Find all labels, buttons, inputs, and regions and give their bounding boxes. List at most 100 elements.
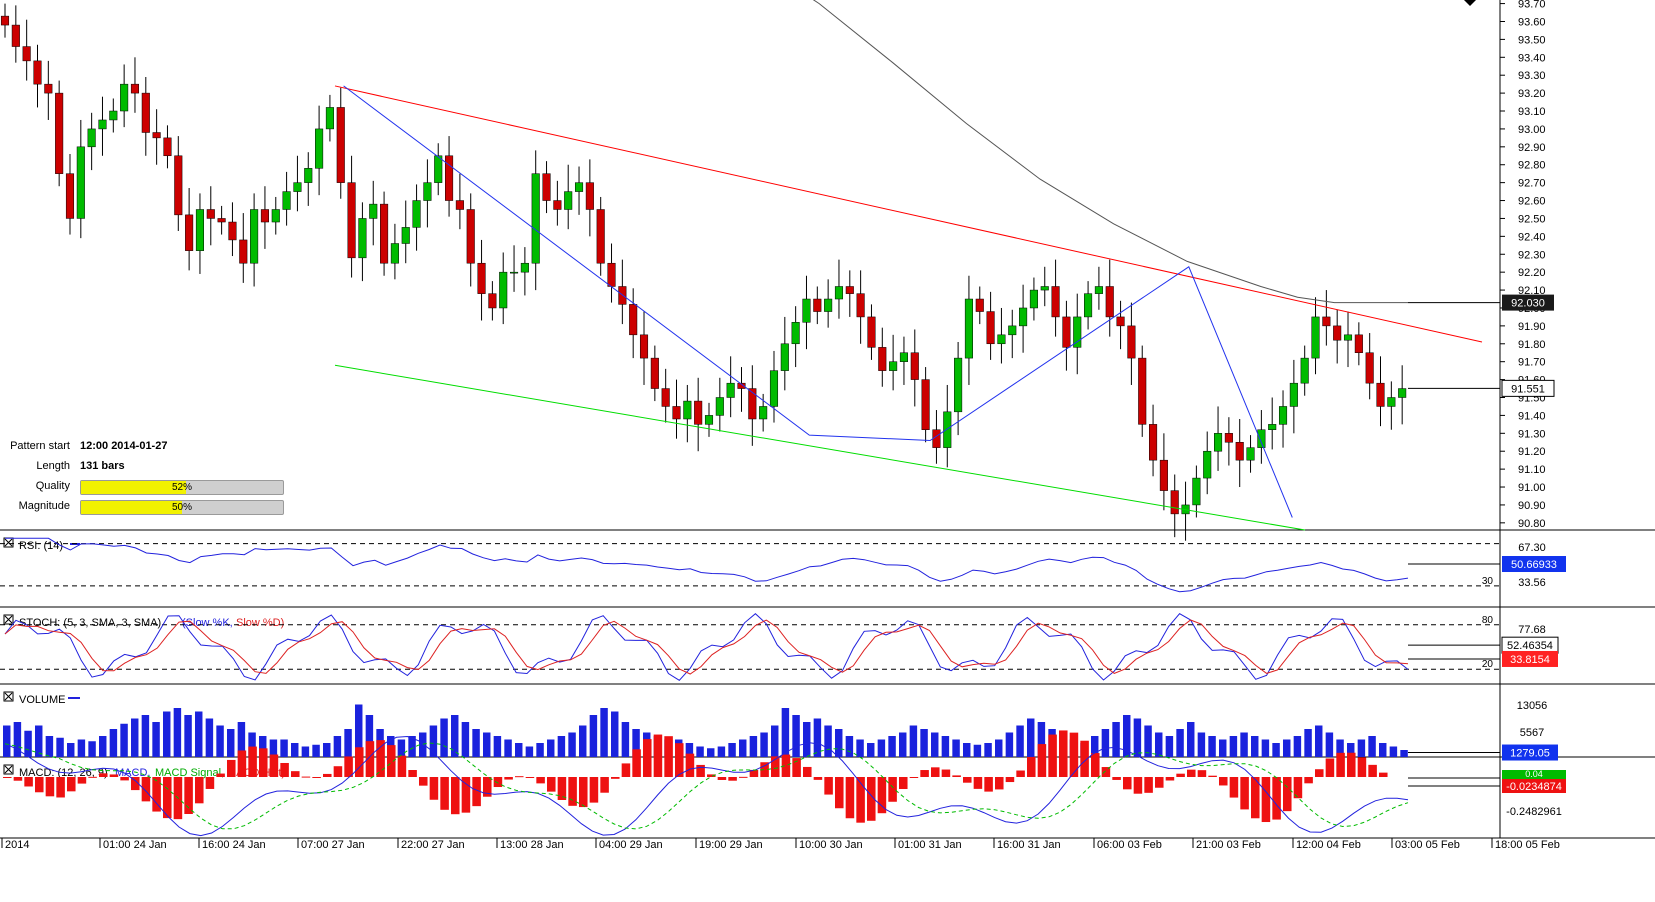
volume-bar	[600, 708, 608, 757]
macd-line	[4, 735, 1409, 837]
macd-signal-box	[1502, 770, 1566, 779]
price-tick-label: 92.90	[1518, 142, 1546, 154]
volume-bar	[1229, 736, 1238, 757]
volume-bar	[536, 743, 544, 757]
volume-bar	[67, 743, 75, 757]
macd-hist-bar	[1368, 764, 1377, 777]
bear-candle	[65, 173, 75, 219]
pattern-start-row: Pattern start 12:00 2014-01-27	[0, 437, 290, 455]
volume-bar	[280, 739, 288, 757]
rsi-title: RSI: (14)	[19, 540, 63, 552]
scroll-arrow-icon	[1464, 0, 1476, 6]
macd-hist-bar	[717, 777, 727, 780]
macd-hist-bar	[24, 777, 33, 787]
bull-candle	[250, 209, 259, 264]
channel-lower-line	[334, 364, 1306, 531]
macd-hist-bar	[984, 777, 993, 792]
macd-hist-bar	[792, 758, 801, 777]
bull-candle	[1008, 325, 1017, 336]
last-price-label: 91.551	[1511, 383, 1545, 395]
volume-bar	[163, 711, 171, 757]
macd-hist-bar	[835, 777, 844, 809]
volume-bar	[419, 732, 427, 757]
bear-candle	[878, 347, 887, 371]
bear-candle	[228, 221, 237, 241]
volume-bar	[685, 743, 694, 757]
bear-candle	[921, 379, 930, 430]
last-price-box	[1501, 379, 1555, 397]
bear-candle	[553, 200, 562, 210]
volume-bar	[24, 730, 32, 757]
macd-hist-bar	[877, 777, 887, 814]
macd-hist-bar	[1080, 740, 1089, 777]
volume-bar	[707, 748, 715, 757]
volume-bar	[472, 729, 480, 757]
bear-candle	[672, 406, 681, 420]
volume-bar	[120, 723, 128, 757]
bull-candle	[683, 400, 692, 420]
time-axis-label: 19:00 29 Jan	[699, 839, 763, 851]
time-axis-label: 21:00 03 Feb	[1196, 839, 1261, 851]
rsi-level-label: 30	[1482, 576, 1494, 587]
price-tick-label: 92.20	[1518, 267, 1546, 279]
volume-bar	[589, 715, 598, 757]
macd-hist-bar	[184, 777, 193, 815]
macd-hist-bar	[547, 777, 556, 792]
ma-price-label: 92.030	[1511, 298, 1545, 310]
volume-bar	[1144, 725, 1152, 757]
bear-candle	[1322, 316, 1331, 327]
volume-bar	[877, 739, 886, 757]
price-tick-label: 90.90	[1518, 500, 1546, 512]
macd-hist-bar	[813, 777, 823, 780]
bull-candle	[304, 168, 313, 183]
bull-candle	[390, 243, 399, 264]
bear-candle	[206, 209, 215, 219]
volume-bar	[1165, 736, 1174, 757]
time-axis-label: 12:00 04 Feb	[1296, 839, 1361, 851]
volume-bar	[557, 736, 566, 757]
bear-candle	[260, 209, 269, 223]
time-axis-label: 06:00 03 Feb	[1097, 839, 1162, 851]
price-tick-label: 91.40	[1518, 410, 1546, 422]
macd-hist-bar	[429, 777, 439, 800]
bull-candle	[943, 411, 952, 448]
rsi-panel-toggle-x	[4, 538, 13, 547]
volume-bar	[77, 739, 86, 757]
stoch-panel-toggle-x	[4, 615, 13, 624]
length-label: Length	[36, 460, 70, 472]
bull-candle	[889, 361, 898, 371]
bear-candle	[477, 262, 486, 294]
macd-hist-bar	[1069, 732, 1079, 777]
bull-candle	[791, 322, 800, 345]
bear-candle	[1149, 424, 1158, 461]
macd-hist-bar	[35, 777, 44, 793]
macd-hist-bar	[536, 777, 545, 784]
macd-hist-bar	[760, 762, 769, 777]
volume-bar	[173, 708, 182, 757]
price-tick-label: 91.80	[1518, 339, 1546, 351]
volume-bar	[909, 725, 918, 757]
volume-bar	[717, 746, 726, 757]
macd-hist-bar	[1027, 756, 1036, 777]
macd-hist-bar	[131, 777, 140, 791]
macd-hist-bar	[739, 776, 748, 778]
volume-bar	[1315, 725, 1323, 757]
bull-candle	[1311, 316, 1320, 359]
bull-candle	[954, 357, 963, 413]
price-tick-label: 92.60	[1518, 196, 1546, 208]
bear-candle	[607, 262, 616, 287]
macd-hist-bar	[1197, 770, 1207, 777]
volume-bar	[408, 736, 416, 757]
bull-candle	[564, 191, 573, 210]
macd-tick: -0.2482961	[1506, 806, 1562, 818]
macd-hist-bar	[675, 743, 684, 777]
volume-bar	[1219, 739, 1227, 757]
time-axis-label: 10:00 30 Jan	[799, 839, 863, 851]
volume-bar	[920, 729, 928, 757]
macd-hist-bar	[120, 777, 129, 781]
macd-hist-bar	[1144, 777, 1153, 793]
volume-bar	[611, 711, 619, 757]
volume-bar	[1176, 729, 1184, 757]
macd-hist-bar	[600, 777, 609, 793]
magnitude-label: Magnitude	[18, 500, 70, 512]
